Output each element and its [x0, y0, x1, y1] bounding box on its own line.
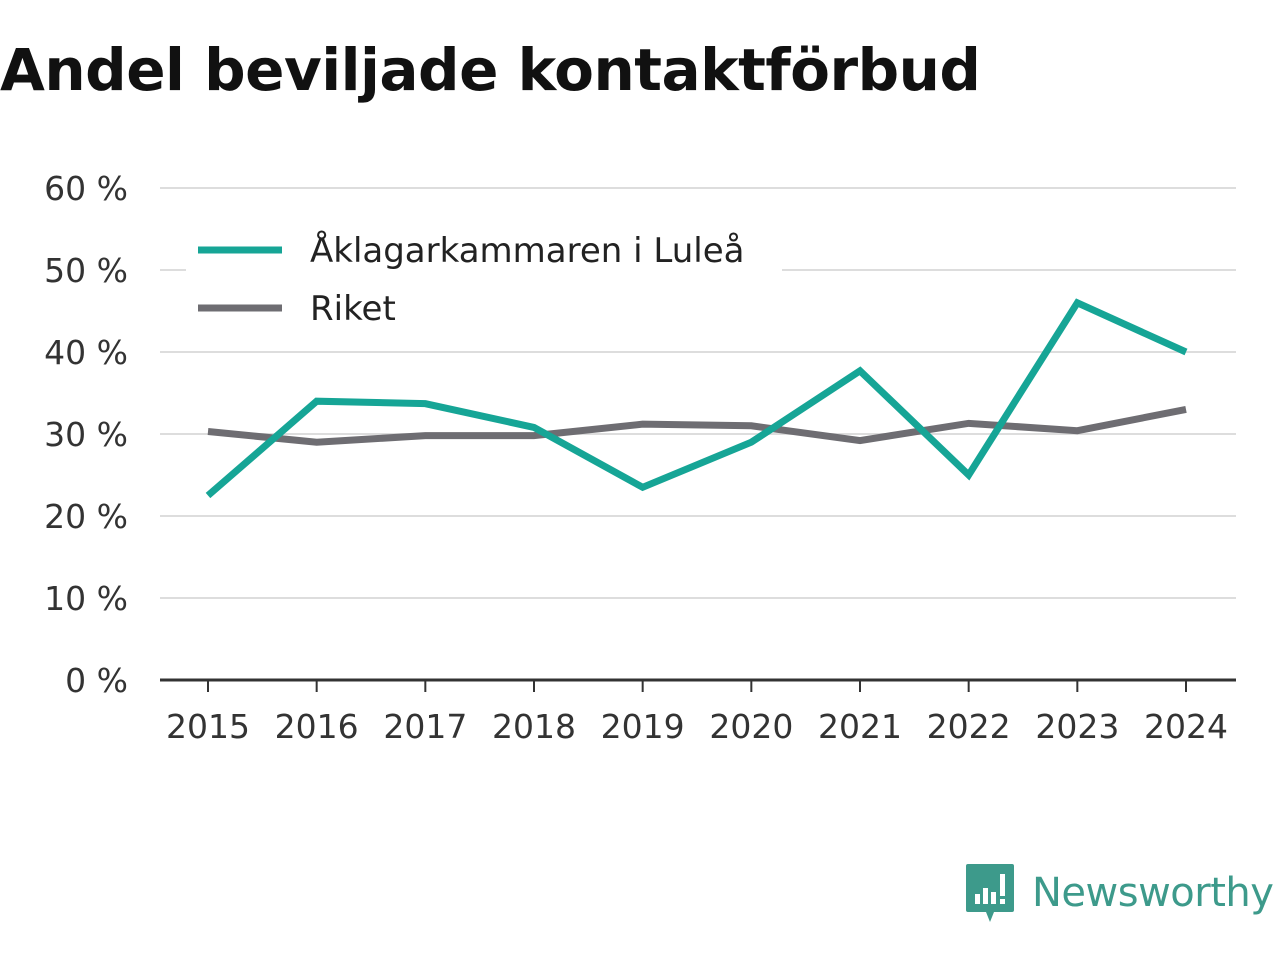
y-tick-label: 0 %: [65, 661, 128, 700]
legend-background: [186, 224, 782, 336]
y-tick-label: 40 %: [44, 333, 128, 372]
series-line-riket: [207, 405, 1187, 446]
x-tick-label: 2024: [1144, 707, 1228, 746]
y-tick-label: 60 %: [44, 169, 128, 208]
x-tick-label: 2022: [927, 707, 1011, 746]
newsworthy-wordmark: Newsworthy: [1032, 870, 1274, 916]
y-tick-label: 50 %: [44, 251, 128, 290]
x-tick-label: 2021: [818, 707, 902, 746]
legend: Åklagarkammaren i Luleå Riket: [186, 224, 782, 336]
x-tick-label: 2017: [383, 707, 467, 746]
newsworthy-logo: Newsworthy: [964, 862, 1274, 924]
x-tick-label: 2019: [601, 707, 685, 746]
x-tick-label: 2016: [275, 707, 359, 746]
newsworthy-logo-icon: [966, 864, 1014, 922]
axes: 0 % 10 % 20 % 30 % 40 % 50 % 60 % 2015 2016 2017 2…: [44, 169, 1236, 746]
x-tick-label: 2020: [709, 707, 793, 746]
series-lines: [205, 298, 1188, 499]
chart-title: Andel beviljade kontaktförbud: [0, 36, 981, 104]
grid-lines: [160, 187, 1236, 599]
y-tick-label: 20 %: [44, 497, 128, 536]
legend-label: Åklagarkammaren i Luleå: [310, 230, 744, 271]
x-tick-label: 2015: [166, 707, 250, 746]
x-tick-label: 2018: [492, 707, 576, 746]
legend-label: Riket: [310, 289, 396, 329]
x-tick-label: 2023: [1035, 707, 1119, 746]
series-line-aklagarkammaren-lulea: [205, 298, 1188, 499]
y-tick-label: 30 %: [44, 415, 128, 454]
y-tick-label: 10 %: [44, 579, 128, 618]
